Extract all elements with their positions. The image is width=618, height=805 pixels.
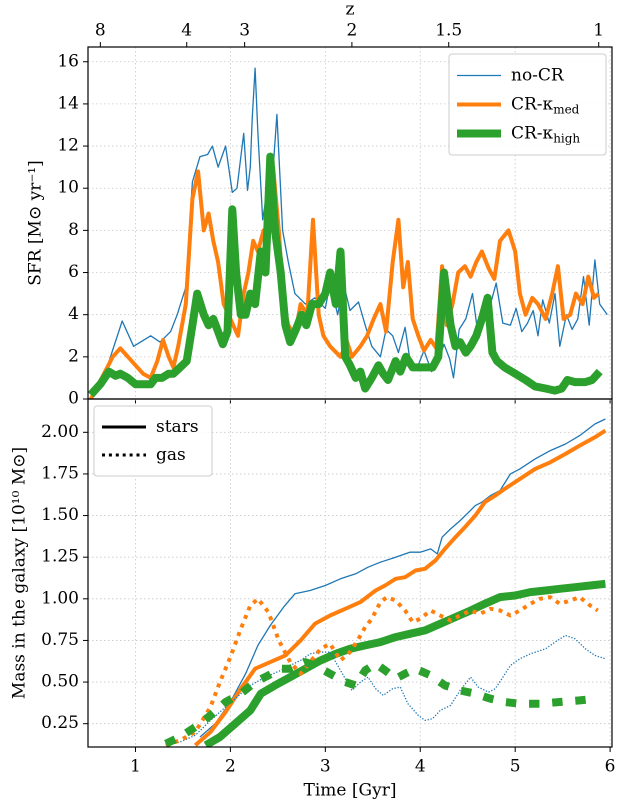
y-tick-label: 0.50 <box>41 672 79 692</box>
y-axis-label: Mass in the galaxy [10¹⁰ M⊙] <box>10 447 30 699</box>
x2-tick-label: 1 <box>593 21 604 41</box>
legend-label: no-CR <box>511 65 565 85</box>
legend-label-text: CR-κ <box>511 123 554 143</box>
x-tick-label: 4 <box>415 757 426 777</box>
y-tick-label: 2 <box>68 346 79 366</box>
y-tick-label: 1.75 <box>41 463 79 483</box>
x-tick-label: 2 <box>225 757 236 777</box>
x2-tick-label: 3 <box>239 21 250 41</box>
series-group <box>164 418 607 747</box>
series-line <box>90 67 608 398</box>
legend-label-text: stars <box>156 417 199 437</box>
y-tick-label: 4 <box>68 304 79 324</box>
y-tick-label: 8 <box>68 220 79 240</box>
legend-box <box>93 405 213 477</box>
y-tick-label: 0.75 <box>41 630 79 650</box>
legend-label: CR-κmed <box>511 94 580 116</box>
legend-label-subscript: high <box>553 131 580 145</box>
x2-tick-label: 2 <box>346 21 357 41</box>
legend-label: gas <box>156 445 186 465</box>
y-tick-label: 16 <box>57 51 79 71</box>
series-line <box>88 152 603 398</box>
x-tick-label: 5 <box>510 757 521 777</box>
legend-label-text: gas <box>156 445 186 465</box>
y-tick-label: 1.25 <box>41 547 79 567</box>
x-tick-label: 1 <box>130 757 141 777</box>
legend-label-subscript: med <box>553 102 579 116</box>
y-tick-label: 12 <box>57 136 79 156</box>
series-line <box>199 418 606 738</box>
x-axis-label: Time [Gyr] <box>304 781 397 801</box>
y-axis-label: SFR [M⊙ yr⁻¹] <box>26 160 46 285</box>
x-tick-label: 6 <box>605 757 616 777</box>
y-tick-label: 14 <box>57 93 79 113</box>
y-tick-label: 10 <box>57 178 79 198</box>
y-tick-label: 6 <box>68 262 79 282</box>
x2-tick-label: 1.5 <box>435 21 462 41</box>
legend-label: stars <box>156 417 199 437</box>
legend-label: CR-κhigh <box>511 123 580 145</box>
x-tick-label: 3 <box>320 757 331 777</box>
legend-label-text: no-CR <box>511 65 565 85</box>
y-tick-label: 1.50 <box>41 505 79 525</box>
series-line <box>203 579 606 747</box>
y-tick-label: 0.25 <box>41 713 79 733</box>
x2-tick-label: 8 <box>95 21 106 41</box>
plot-frame <box>87 398 613 748</box>
panel: 0 2 4 6 8 10 12 14 16 8 4 3 2 1.5 1 z SFR [M⊙ yr⁻¹] no-CR… <box>26 0 613 409</box>
y-tick-label: 0 <box>68 389 79 409</box>
y-tick-label: 1.00 <box>41 588 79 608</box>
panel: 1 2 3 4 5 6 0.25 0.50 0.75 1.00 1.25 1.50 1.75 2.00 Ti… <box>10 398 616 801</box>
legend-label-text: CR-κ <box>511 94 554 114</box>
series-line <box>164 658 596 747</box>
x2-tick-label: 4 <box>181 21 192 41</box>
series-group <box>88 67 608 399</box>
series-line <box>193 428 607 747</box>
x2-axis-label: z <box>346 0 355 20</box>
y-tick-label: 2.00 <box>41 422 79 442</box>
